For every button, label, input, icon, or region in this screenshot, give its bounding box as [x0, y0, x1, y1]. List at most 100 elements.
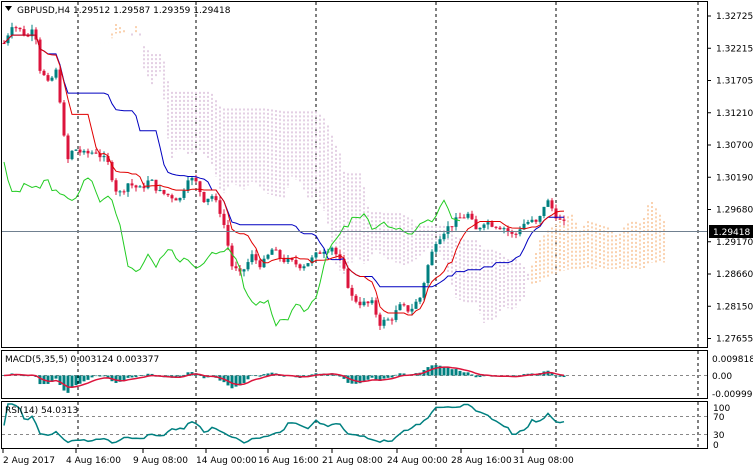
macd-bar [358, 375, 362, 384]
candle-body [138, 186, 142, 188]
candle-body [70, 150, 74, 160]
macd-bar [382, 375, 386, 379]
symbol-info: GBPUSD,H4 1.29512 1.29587 1.29359 1.2941… [17, 6, 231, 16]
candle-body [406, 305, 410, 312]
macd-bar [2, 375, 6, 376]
macd-bar [178, 375, 182, 378]
candle-body [86, 150, 90, 154]
candle-body [162, 189, 166, 194]
macd-bar [442, 366, 446, 376]
candle-body [546, 200, 550, 207]
candle-body [370, 300, 374, 304]
macd-bar [54, 375, 58, 379]
macd-bar [246, 375, 250, 380]
macd-bar [46, 375, 50, 384]
candle-body [486, 222, 490, 225]
candle-body [334, 247, 338, 255]
macd-bar [338, 375, 342, 377]
macd-bar [562, 375, 566, 378]
time-axis[interactable]: 2 Aug 2017 4 Aug 16:00 9 Aug 08:00 14 Aug 0… [2, 449, 574, 466]
candle-body [534, 219, 538, 222]
candle-body [478, 227, 482, 230]
candle-body [114, 180, 118, 192]
macd-bar [66, 375, 70, 393]
candle-body [242, 269, 246, 272]
macd-bar [558, 375, 562, 377]
price-axis[interactable]: 1.32725 1.32215 1.31705 1.31210 1.30700 1.301… [707, 12, 753, 345]
candle-body [258, 260, 262, 268]
candle-body [494, 226, 498, 228]
macd-bar [138, 375, 142, 376]
candle-body [422, 283, 426, 298]
macd-bar [474, 375, 478, 378]
candle-body [462, 217, 466, 219]
macd-bar [438, 365, 442, 376]
price-tick-label: 1.30700 [716, 141, 753, 151]
price-tick-label: 1.28150 [716, 302, 753, 312]
candle-body [366, 301, 370, 304]
macd-panel[interactable] [1, 350, 708, 399]
macd-bar [126, 375, 130, 378]
candle-body [174, 198, 178, 201]
candle-body [250, 254, 254, 263]
candle-body [354, 295, 358, 302]
macd-bar [150, 373, 154, 376]
macd-bar [262, 374, 266, 376]
candle-body [502, 228, 506, 230]
macd-bar [550, 373, 554, 376]
macd-bar [402, 373, 406, 376]
macd-bar [362, 375, 366, 381]
rsi-panel[interactable] [1, 401, 708, 449]
macd-bar [114, 375, 118, 383]
candle-body [426, 265, 430, 284]
candle-body [170, 195, 174, 199]
candle-body [374, 300, 378, 315]
candle-body [210, 196, 214, 199]
time-tick-label: 24 Aug 00:00 [387, 456, 448, 466]
candle-body [514, 233, 518, 235]
macd-bar [102, 375, 106, 377]
candle-body [178, 197, 182, 201]
candle-body [50, 77, 54, 81]
candle-body [110, 162, 114, 181]
rsi-tick-100: 100 [713, 404, 730, 414]
candle-body [142, 186, 146, 189]
macd-bar [342, 375, 346, 379]
candle-body [42, 70, 46, 76]
macd-bar [230, 375, 234, 389]
triangle-down-icon[interactable] [5, 6, 12, 11]
price-tick-label: 1.29680 [716, 206, 753, 216]
macd-bar [182, 374, 186, 376]
macd-bar [50, 375, 54, 382]
main-chart-panel[interactable] [1, 1, 708, 348]
candle-body [30, 29, 34, 37]
candle-body [378, 314, 382, 326]
time-tick-label: 16 Aug 16:00 [258, 456, 319, 466]
macd-bar [454, 369, 458, 376]
candle-body [206, 198, 210, 203]
candle-body [306, 263, 310, 267]
candle-body [346, 268, 350, 288]
macd-bar [482, 375, 486, 377]
macd-bar [122, 375, 126, 381]
price-tick-label: 1.27655 [716, 335, 753, 345]
candle-body [526, 221, 530, 224]
candle-body [126, 183, 130, 192]
price-tick-label: 1.32725 [716, 12, 753, 22]
candle-body [398, 304, 402, 311]
candle-body [550, 200, 554, 209]
rsi-tick-70: 70 [713, 413, 725, 423]
macd-bar [266, 373, 270, 376]
candle-body [506, 228, 510, 232]
macd-bar [202, 375, 206, 379]
candle-body [62, 102, 66, 136]
macd-bar [94, 375, 98, 377]
price-tick-label: 1.29170 [716, 238, 753, 248]
tenkan-sen-line [3, 34, 565, 316]
macd-bar [142, 375, 146, 376]
candle-body [446, 226, 450, 234]
current-price-tag [709, 225, 753, 238]
macd-bar [22, 375, 26, 377]
macd-bar [466, 372, 470, 376]
